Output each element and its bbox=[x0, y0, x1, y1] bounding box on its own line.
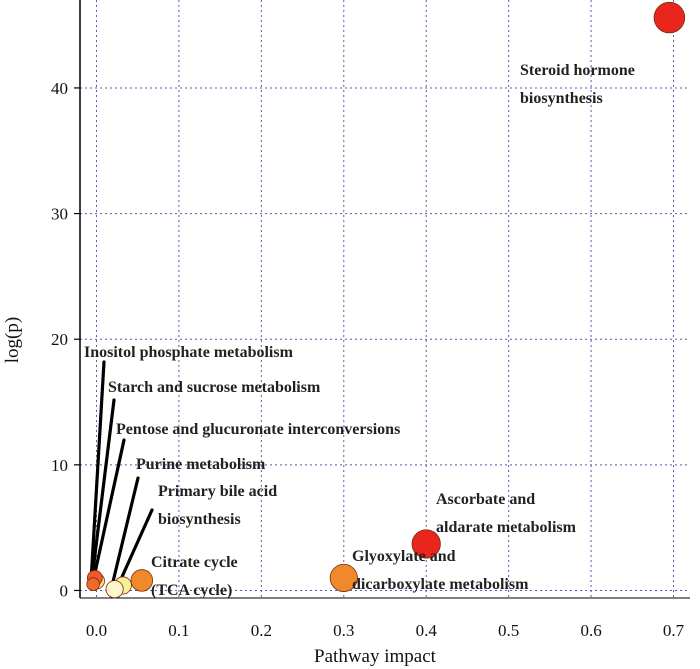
annotation-label: Citrate cycle (TCA cycle) bbox=[151, 554, 238, 599]
y-axis-label: log(p) bbox=[2, 317, 23, 363]
y-tick-label: 0 bbox=[60, 581, 69, 600]
annotation-label: Starch and sucrose metabolism bbox=[108, 379, 321, 396]
leader-line bbox=[111, 476, 140, 585]
annotation-label: Ascorbate and aldarate metabolism bbox=[436, 491, 577, 536]
data-point bbox=[86, 577, 100, 591]
y-tick-label: 30 bbox=[51, 205, 68, 224]
annotation-label: Steroid hormone biosynthesis bbox=[520, 62, 635, 107]
x-tick-label: 0.7 bbox=[663, 621, 685, 640]
data-point bbox=[105, 580, 124, 599]
x-tick-label: 0.5 bbox=[498, 621, 519, 640]
leader-line bbox=[89, 360, 106, 580]
data-point bbox=[411, 529, 441, 559]
annotation-label: Glyoxylate and dicarboxylate metabolism bbox=[352, 548, 529, 593]
y-tick-label: 20 bbox=[51, 330, 68, 349]
y-tick-label: 40 bbox=[51, 79, 68, 98]
leader-lines bbox=[89, 360, 154, 585]
x-tick-label: 0.2 bbox=[251, 621, 272, 640]
axis-ticks: 0.0 0.1 0.2 0.3 0.4 0.5 0.6 0.7 0 10 20 30 40 bbox=[51, 79, 685, 640]
leader-line bbox=[91, 398, 116, 574]
x-tick-label: 0.6 bbox=[580, 621, 601, 640]
annotation-label: Pentose and glucuronate interconversions bbox=[116, 421, 400, 438]
grid bbox=[80, 0, 690, 598]
x-tick-label: 0.3 bbox=[333, 621, 354, 640]
annotation-label: Primary bile acid biosynthesis bbox=[158, 483, 277, 528]
leader-line bbox=[92, 438, 126, 577]
leader-line bbox=[119, 508, 154, 582]
x-tick-label: 0.4 bbox=[416, 621, 438, 640]
annotations: Steroid hormone biosynthesis Ascorbate and… bbox=[84, 62, 635, 599]
data-points bbox=[86, 1, 686, 599]
data-point bbox=[130, 569, 154, 592]
y-tick-label: 10 bbox=[51, 456, 68, 475]
x-axis-label: Pathway impact bbox=[314, 646, 437, 667]
annotation-label: Inositol phosphate metabolism bbox=[84, 344, 294, 361]
annotation-label: Purine metabolism bbox=[136, 456, 266, 473]
data-point bbox=[329, 563, 358, 592]
x-tick-label: 0.1 bbox=[168, 621, 189, 640]
data-point bbox=[653, 1, 686, 34]
x-tick-label: 0.0 bbox=[86, 621, 107, 640]
